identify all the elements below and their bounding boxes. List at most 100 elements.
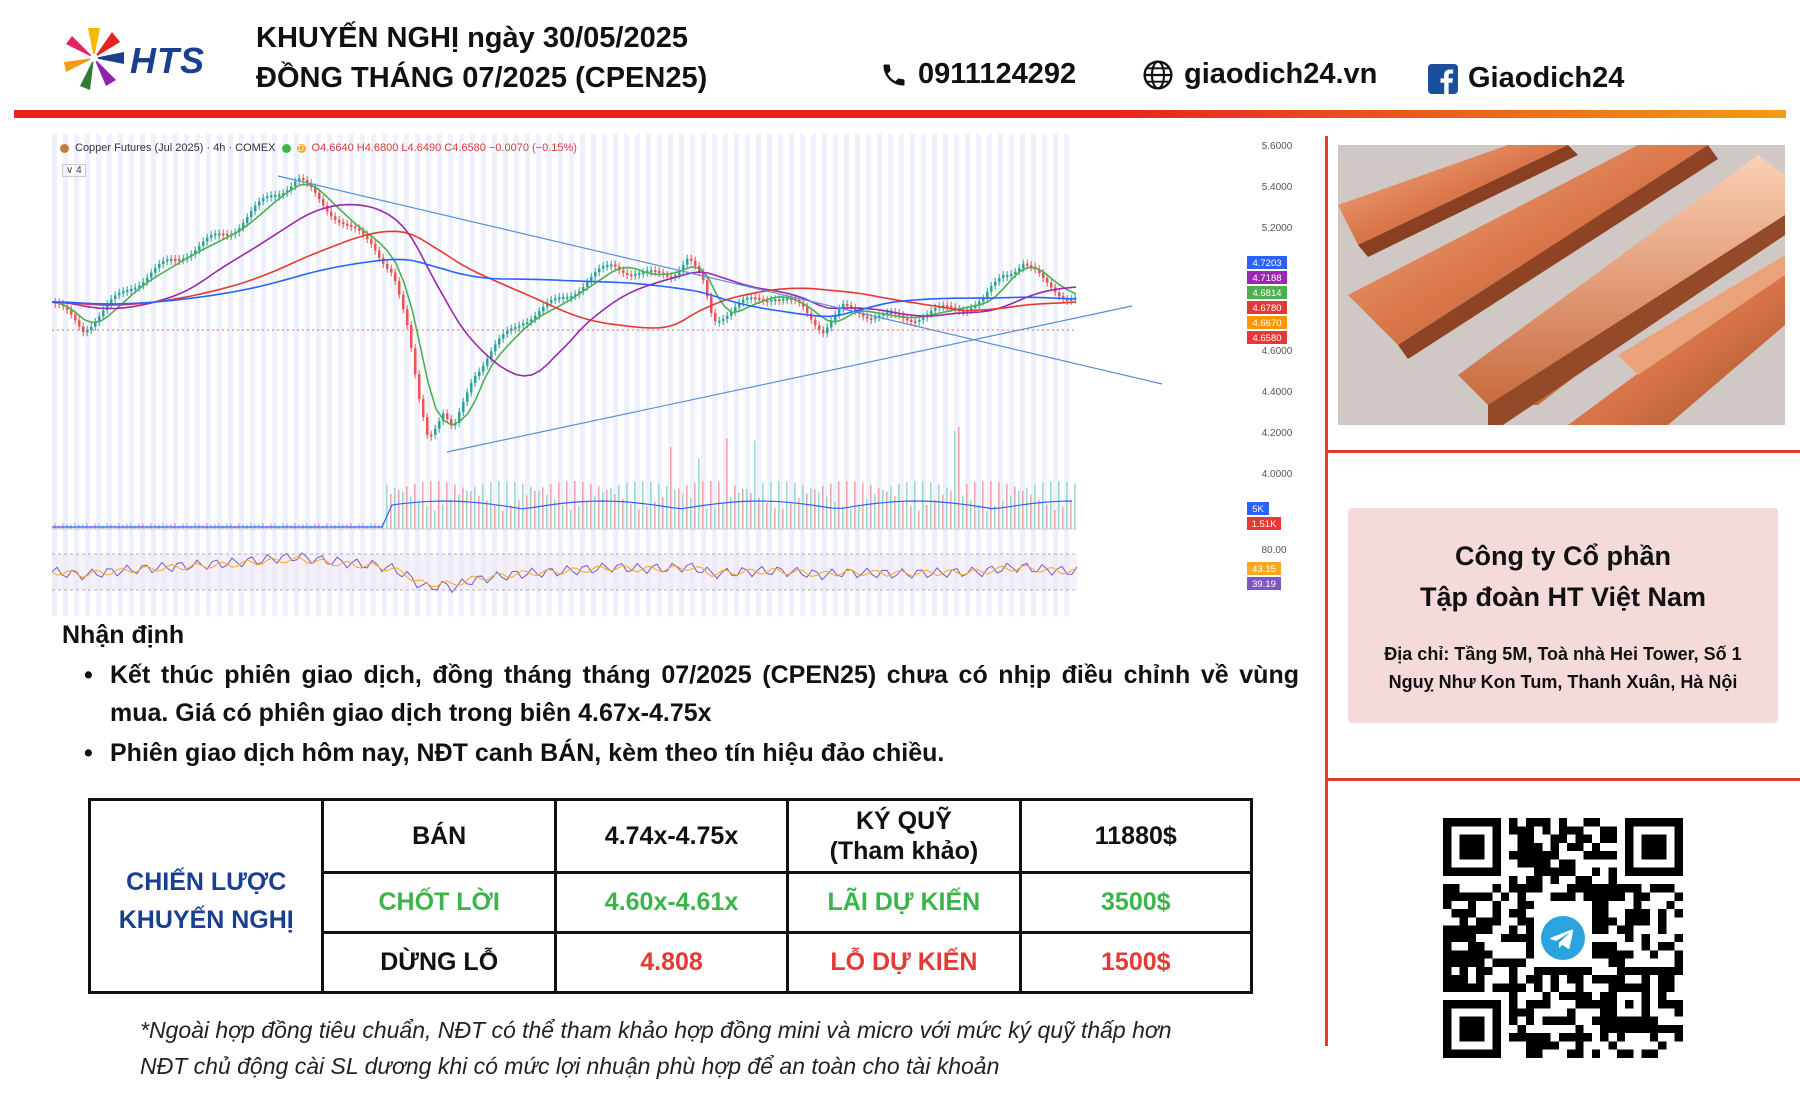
- qr-module: [1583, 834, 1592, 843]
- qr-module: [1542, 991, 1551, 1001]
- qr-module: [1509, 975, 1518, 984]
- candle-body: [766, 300, 769, 303]
- qr-module: [1641, 1024, 1650, 1034]
- qr-module: [1534, 1041, 1543, 1050]
- volume-bar: [438, 481, 440, 529]
- candle-body: [750, 297, 753, 300]
- phone-contact[interactable]: 0911124292: [880, 58, 1076, 91]
- qr-module: [1443, 942, 1452, 951]
- right-divider-top: [1325, 450, 1800, 453]
- session-stripe: [789, 134, 794, 616]
- qr-module: [1500, 958, 1510, 967]
- session-stripe: [679, 134, 684, 616]
- qr-module: [1608, 851, 1617, 860]
- candle-body: [550, 300, 553, 303]
- volume-bar: [54, 523, 56, 529]
- volume-bar: [494, 505, 496, 529]
- volume-bar: [1010, 495, 1012, 529]
- qr-module: [1517, 1033, 1526, 1042]
- session-stripe: [470, 134, 475, 616]
- qr-module: [1658, 1041, 1667, 1050]
- indicator-toggle[interactable]: ∨ 4: [62, 164, 86, 177]
- qr-module: [1666, 942, 1675, 951]
- volume-bar: [218, 523, 220, 529]
- volume-bar: [598, 486, 600, 529]
- volume-bar: [282, 523, 284, 529]
- volume-bar: [718, 481, 720, 529]
- volume-bar: [486, 500, 488, 529]
- candle-body: [1002, 275, 1005, 279]
- qr-module: [1550, 983, 1559, 992]
- candle-body: [338, 219, 341, 223]
- footnote: *Ngoài hợp đồng tiêu chuẩn, NĐT có thể t…: [140, 1012, 1172, 1084]
- qr-module: [1558, 1033, 1568, 1042]
- qr-module: [1608, 958, 1617, 967]
- candle-body: [334, 216, 337, 220]
- qr-module: [1517, 917, 1526, 926]
- qr-module: [1608, 975, 1617, 984]
- volume-bar: [566, 481, 568, 529]
- volume-bar: [906, 481, 908, 529]
- price-axis-tick: 5.2000: [1262, 223, 1293, 234]
- qr-module: [1525, 933, 1535, 943]
- candle-body: [178, 259, 181, 262]
- qr-module: [1591, 1016, 1601, 1025]
- qr-module: [1517, 826, 1526, 835]
- candle-body: [1022, 263, 1025, 269]
- candle-body: [910, 319, 913, 322]
- candle-body: [834, 314, 837, 322]
- candle-body: [670, 276, 673, 279]
- session-stripe: [932, 134, 937, 616]
- qr-module: [1451, 925, 1460, 934]
- candle-body: [342, 222, 345, 225]
- candle-body: [174, 258, 177, 261]
- qr-module: [1591, 900, 1601, 910]
- candle-body: [586, 281, 589, 287]
- qr-module: [1509, 818, 1518, 827]
- volume-bar: [518, 500, 520, 529]
- qr-module: [1525, 851, 1535, 860]
- candle-body: [686, 258, 689, 265]
- session-stripe: [723, 134, 728, 616]
- qr-module: [1476, 983, 1485, 992]
- telegram-qr-code[interactable]: [1443, 818, 1683, 1058]
- qr-align-inner: [1625, 1000, 1634, 1009]
- qr-module: [1517, 859, 1526, 868]
- candle-body: [1066, 298, 1069, 301]
- qr-module: [1600, 892, 1609, 901]
- website-contact[interactable]: giaodich24.vn: [1142, 58, 1377, 91]
- session-stripe: [261, 134, 266, 616]
- candle-body: [170, 258, 173, 261]
- candle-body: [1030, 265, 1033, 268]
- qr-module: [1616, 1033, 1626, 1042]
- candle-body: [250, 211, 253, 218]
- qr-module: [1641, 917, 1650, 926]
- market-status-icon: [281, 143, 291, 153]
- volume-bar: [130, 523, 132, 529]
- qr-module: [1567, 859, 1576, 868]
- candle-body: [358, 228, 361, 231]
- qr-module: [1509, 1008, 1518, 1017]
- candle-body: [418, 374, 421, 399]
- volume-bar: [866, 498, 868, 529]
- volume-bar: [970, 500, 972, 529]
- volume-bar: [818, 492, 820, 529]
- qr-module: [1600, 917, 1609, 926]
- qr-module: [1558, 892, 1568, 901]
- candle-body: [158, 263, 161, 268]
- volume-bar: [542, 487, 544, 529]
- candle-body: [350, 224, 353, 227]
- volume-bar: [338, 523, 340, 529]
- facebook-contact[interactable]: Giaodich24: [1428, 62, 1624, 95]
- volume-bar: [750, 492, 752, 529]
- session-stripe: [668, 134, 673, 616]
- session-stripe: [426, 134, 431, 616]
- qr-module: [1616, 884, 1626, 893]
- rsi-tag-label: 43.15: [1252, 564, 1276, 575]
- session-stripe: [415, 134, 420, 616]
- qr-module: [1575, 975, 1584, 984]
- candle-body: [474, 375, 477, 383]
- candle-body: [114, 295, 117, 300]
- qr-module: [1509, 826, 1518, 835]
- candle-body: [1070, 298, 1073, 301]
